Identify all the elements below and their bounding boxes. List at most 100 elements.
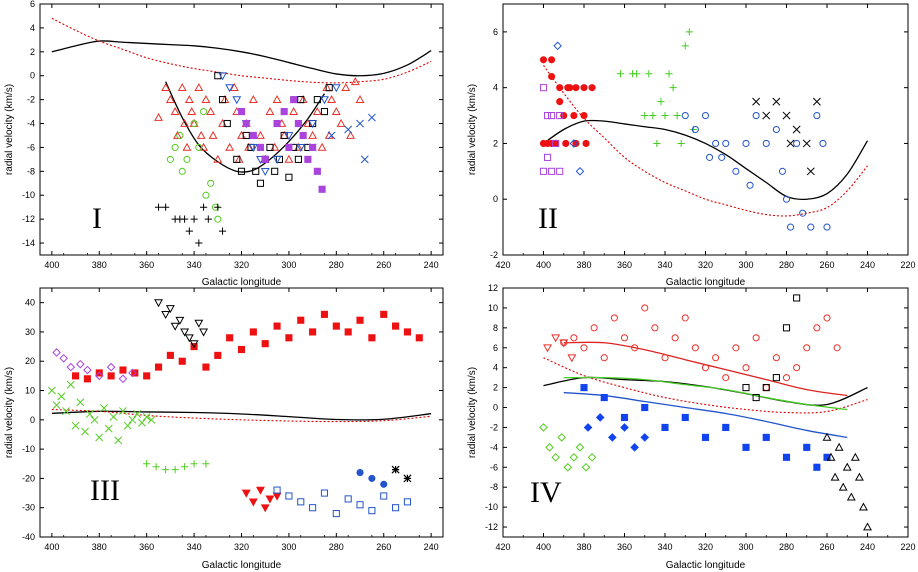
data-point bbox=[742, 139, 750, 148]
data-point bbox=[114, 436, 123, 445]
y-tick-label: -12 bbox=[22, 214, 35, 224]
x-tick-label: 320 bbox=[234, 542, 249, 552]
data-point bbox=[551, 334, 561, 343]
data-point bbox=[190, 215, 198, 223]
data-point bbox=[309, 504, 317, 512]
data-point bbox=[284, 132, 294, 141]
series-blue-open-triangles-down bbox=[218, 72, 341, 176]
x-tick-label: 280 bbox=[779, 542, 794, 552]
x-tick-label: 400 bbox=[44, 260, 59, 270]
data-point bbox=[162, 466, 170, 474]
data-point bbox=[712, 139, 720, 148]
data-point bbox=[260, 504, 270, 513]
data-point bbox=[762, 384, 770, 392]
data-point bbox=[600, 394, 608, 402]
data-point bbox=[178, 167, 186, 175]
x-tick-label: 360 bbox=[139, 260, 154, 270]
curve-model-dashed bbox=[543, 65, 868, 217]
data-point bbox=[273, 322, 281, 330]
data-point bbox=[746, 181, 754, 189]
data-point bbox=[762, 139, 770, 148]
data-point bbox=[118, 374, 128, 384]
data-point bbox=[289, 106, 299, 115]
data-point bbox=[543, 139, 552, 148]
data-point bbox=[842, 462, 852, 471]
y-tick-label: -6 bbox=[490, 462, 498, 472]
data-point bbox=[649, 111, 657, 120]
data-point bbox=[782, 374, 791, 382]
y-axis-label: radial velocity (km/s) bbox=[4, 84, 15, 175]
data-point bbox=[661, 423, 669, 432]
data-point bbox=[194, 83, 204, 92]
data-point bbox=[226, 334, 234, 342]
data-point bbox=[732, 344, 740, 352]
data-point bbox=[778, 167, 787, 175]
y-tick-label: -8 bbox=[490, 482, 498, 492]
data-point bbox=[563, 462, 573, 472]
data-point bbox=[260, 167, 270, 176]
data-point bbox=[620, 423, 629, 432]
data-point bbox=[793, 294, 801, 302]
series-black-plus bbox=[154, 203, 227, 247]
data-point bbox=[600, 354, 608, 362]
data-point bbox=[59, 353, 69, 363]
data-point bbox=[332, 322, 340, 330]
data-point bbox=[581, 462, 591, 472]
y-tick-label: -8 bbox=[27, 166, 35, 176]
data-point bbox=[653, 139, 661, 148]
data-point bbox=[248, 94, 258, 103]
y-tick-label: -2 bbox=[490, 250, 498, 260]
x-tick-label: 260 bbox=[376, 542, 391, 552]
y-tick-label: -10 bbox=[22, 444, 35, 454]
curve-model-solid bbox=[543, 119, 869, 201]
data-point bbox=[752, 97, 761, 106]
data-point bbox=[331, 84, 341, 93]
data-point bbox=[572, 139, 580, 148]
plot-area bbox=[539, 28, 869, 231]
data-point bbox=[380, 480, 388, 488]
x-tick-label: 240 bbox=[860, 260, 875, 270]
data-point bbox=[81, 427, 89, 436]
data-point bbox=[539, 423, 548, 432]
series-blue-filled-diamonds bbox=[583, 413, 650, 452]
data-point bbox=[336, 118, 346, 127]
data-point bbox=[641, 304, 649, 312]
y-tick-label: 12 bbox=[488, 283, 498, 293]
y-tick-label: -2 bbox=[27, 95, 35, 105]
data-point bbox=[677, 139, 685, 148]
data-point bbox=[152, 463, 160, 471]
data-point bbox=[196, 130, 206, 139]
data-point bbox=[355, 94, 365, 103]
data-point bbox=[786, 223, 795, 231]
x-tick-label: 380 bbox=[576, 260, 591, 270]
data-point bbox=[272, 156, 282, 165]
y-tick-label: 40 bbox=[25, 298, 35, 308]
data-point bbox=[299, 131, 307, 140]
data-point bbox=[640, 433, 650, 442]
y-tick-label: -10 bbox=[485, 502, 498, 512]
data-point bbox=[107, 372, 115, 380]
data-point bbox=[57, 392, 66, 401]
data-point bbox=[202, 363, 210, 371]
data-point bbox=[630, 443, 639, 452]
data-point bbox=[183, 155, 191, 163]
data-point bbox=[85, 410, 94, 418]
data-point bbox=[202, 191, 210, 199]
x-tick-label: 400 bbox=[536, 542, 551, 552]
y-tick-label: 6 bbox=[30, 0, 35, 9]
series-blue-open-diamonds bbox=[553, 41, 585, 176]
data-point bbox=[380, 492, 388, 500]
y-tick-label: 0 bbox=[30, 415, 35, 425]
data-point bbox=[633, 70, 641, 78]
series-black-open-triangles-down bbox=[154, 299, 209, 349]
data-point bbox=[557, 433, 567, 442]
y-axis-label: radial velocity (km/s) bbox=[467, 84, 478, 175]
data-point bbox=[261, 155, 269, 163]
data-point bbox=[850, 452, 860, 461]
data-point bbox=[344, 495, 352, 503]
series-blue-open-circles bbox=[681, 111, 831, 231]
data-point bbox=[304, 155, 312, 163]
data-point bbox=[181, 463, 189, 471]
series-green-open-diamonds bbox=[539, 423, 597, 472]
data-point bbox=[712, 354, 720, 362]
